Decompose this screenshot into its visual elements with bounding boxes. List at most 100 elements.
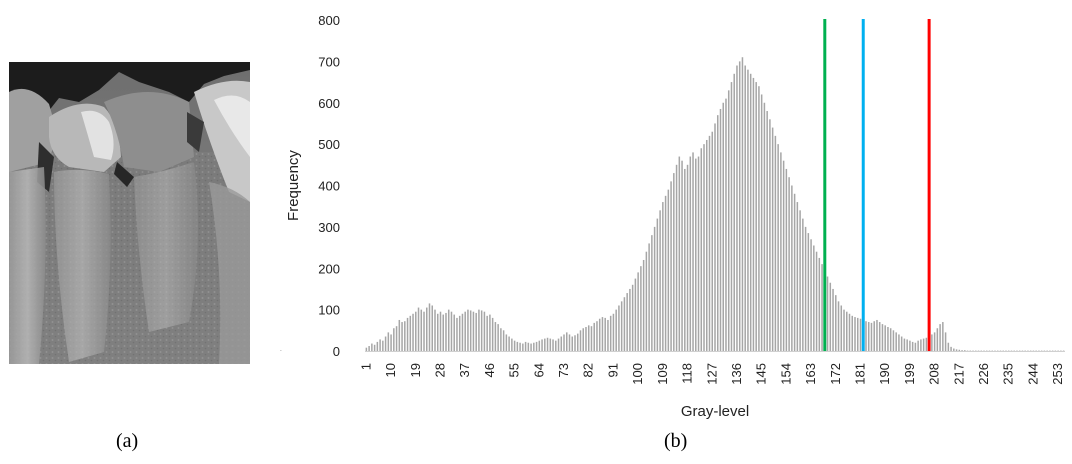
- histogram-bar: [933, 332, 936, 351]
- histogram-bar: [544, 338, 546, 351]
- histogram-bar: [415, 311, 417, 351]
- x-tick-label: 127: [704, 363, 719, 385]
- histogram-bar: [428, 303, 431, 351]
- histogram-bar: [417, 307, 420, 351]
- panel-label-a: (a): [116, 430, 139, 452]
- histogram-bar: [763, 102, 766, 351]
- histogram-bar: [651, 235, 653, 351]
- histogram-bar: [535, 341, 538, 351]
- x-tick-label: 163: [803, 363, 818, 385]
- histogram-bar: [519, 342, 521, 351]
- histogram-bar: [598, 318, 601, 351]
- histogram-bar: [700, 148, 703, 351]
- histogram-bar: [640, 266, 642, 351]
- histogram-bar: [609, 315, 612, 351]
- histogram-bar: [878, 322, 881, 351]
- histogram-bar: [368, 346, 370, 351]
- histogram-bar: [511, 338, 513, 351]
- histogram-bar: [574, 335, 576, 351]
- histogram-bar: [566, 332, 568, 351]
- histogram-bar: [920, 339, 922, 351]
- histogram-bar: [837, 301, 840, 351]
- histogram-bar: [426, 307, 428, 351]
- histogram-bar: [766, 111, 768, 351]
- histogram-bar: [472, 311, 475, 351]
- histogram-bar: [846, 311, 848, 351]
- histogram-bar: [445, 312, 447, 351]
- histogram-bar: [420, 309, 423, 352]
- histogram-bar: [601, 317, 604, 351]
- histogram-bar: [914, 342, 917, 351]
- x-tick-label: 37: [457, 363, 472, 377]
- histogram-bar: [442, 314, 444, 351]
- histogram-bar: [942, 322, 944, 351]
- histogram-bar: [876, 319, 878, 351]
- histogram-bar: [895, 332, 897, 351]
- x-tick-label: 244: [1025, 363, 1040, 385]
- histogram-bar: [645, 251, 648, 351]
- histogram-bar: [777, 144, 779, 352]
- histogram-bar: [884, 325, 886, 351]
- histogram-bar: [791, 185, 793, 351]
- threshold-lines: [823, 19, 931, 351]
- y-tick-label: 200: [318, 261, 340, 276]
- x-tick-label: 100: [630, 363, 645, 385]
- histogram-bar: [390, 334, 392, 351]
- histogram-bar: [692, 152, 694, 351]
- histogram-bar: [939, 324, 941, 351]
- histogram-bar: [738, 61, 741, 352]
- histogram-bar: [859, 318, 862, 351]
- histogram-bar: [662, 202, 664, 351]
- x-tick-label: 253: [1050, 363, 1065, 385]
- histogram-bar: [436, 313, 439, 351]
- histogram-bar: [788, 177, 790, 351]
- histogram-bar: [456, 317, 458, 351]
- x-tick-label: 109: [655, 363, 670, 385]
- histogram-bar: [958, 349, 961, 351]
- histogram-bar: [464, 311, 466, 351]
- histogram-bar: [434, 309, 436, 352]
- histogram-bar: [799, 210, 801, 351]
- histogram-bar: [467, 309, 469, 352]
- histogram-bar: [689, 156, 692, 351]
- panel-label-b: (b): [664, 430, 688, 452]
- histogram-bar: [538, 340, 541, 351]
- histogram-bar: [612, 313, 615, 351]
- histogram-bar: [365, 347, 368, 351]
- histogram-bar: [604, 317, 606, 351]
- histogram-bar: [749, 73, 752, 351]
- histogram-bar: [494, 322, 497, 351]
- histogram-bar: [404, 321, 406, 351]
- histogram-bar: [804, 226, 807, 352]
- histogram-bar: [412, 313, 414, 351]
- histogram-bar: [513, 340, 516, 351]
- histogram-bar: [549, 338, 552, 351]
- histogram-bar: [887, 327, 889, 351]
- histogram-bar: [900, 336, 903, 351]
- histogram-bar: [623, 297, 626, 351]
- histogram-bar: [944, 332, 947, 351]
- histogram-bar: [516, 341, 519, 351]
- x-tick-label: 172: [828, 363, 843, 385]
- histogram-bar: [782, 160, 785, 351]
- histogram-bar: [387, 332, 390, 351]
- histogram-bar: [439, 311, 442, 351]
- histogram-bar: [475, 312, 477, 351]
- histogram-bar: [917, 340, 919, 351]
- histogram-bar: [447, 309, 450, 352]
- histogram-bar: [889, 328, 892, 351]
- histogram-bar: [769, 119, 771, 351]
- histogram-bar: [793, 193, 796, 351]
- histogram-bar: [382, 340, 384, 351]
- histogram-bar: [964, 350, 966, 351]
- x-tick-label: 217: [951, 363, 966, 385]
- histogram-bar: [527, 342, 530, 351]
- histogram-bar: [851, 315, 854, 351]
- histogram-bar: [541, 339, 543, 351]
- histogram-bar: [596, 321, 598, 351]
- histogram-bar: [840, 305, 843, 351]
- y-tick-label: 300: [318, 220, 340, 235]
- histogram-bar: [741, 57, 744, 352]
- histogram-bar: [398, 319, 401, 351]
- histogram-bar: [697, 156, 700, 351]
